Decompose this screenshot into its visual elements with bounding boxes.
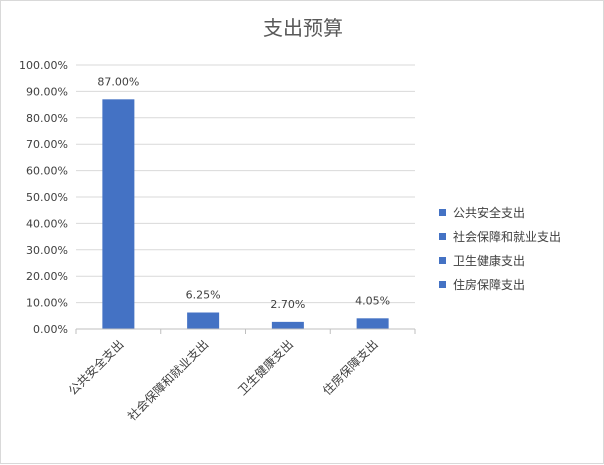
y-tick-label: 40.00% [26, 217, 68, 230]
data-labels: 87.00% 6.25% 2.70% 4.05% [97, 75, 390, 311]
legend-swatch [439, 257, 446, 264]
chart-title: 支出预算 [263, 16, 343, 40]
y-tick-label: 30.00% [26, 244, 68, 257]
y-tick-label: 70.00% [26, 138, 68, 151]
bar [102, 99, 135, 329]
data-label: 4.05% [355, 294, 390, 307]
y-tick-label: 90.00% [26, 85, 68, 98]
y-tick-label: 50.00% [26, 191, 68, 204]
y-tick-label: 10.00% [26, 297, 68, 310]
y-tick-label: 20.00% [26, 270, 68, 283]
x-category-label: 公共安全支出 [65, 337, 127, 399]
legend-entry: 住房保障支出 [453, 277, 525, 292]
legend-swatch [439, 209, 446, 216]
bar [356, 318, 389, 329]
legend-entry: 卫生健康支出 [453, 253, 525, 268]
legend-entry: 公共安全支出 [453, 205, 525, 220]
y-tick-label: 100.00% [19, 59, 68, 72]
bar [271, 321, 304, 329]
legend-swatch [439, 281, 446, 288]
bar [187, 312, 220, 329]
x-category-label: 住房保障支出 [319, 337, 381, 399]
data-label: 87.00% [97, 75, 139, 88]
legend-swatch [439, 233, 446, 240]
legend-entry: 社会保障和就业支出 [453, 229, 561, 244]
y-axis: 0.00% 10.00% 20.00% 30.00% 40.00% 50.00% 60.00… [19, 59, 68, 336]
y-tick-label: 0.00% [33, 323, 68, 336]
x-category-label: 卫生健康支出 [234, 337, 296, 399]
x-category-label: 社会保障和就业支出 [124, 337, 211, 424]
data-label: 2.70% [270, 298, 305, 311]
y-tick-label: 80.00% [26, 112, 68, 125]
data-label: 6.25% [186, 289, 221, 302]
y-tick-label: 60.00% [26, 165, 68, 178]
bars [102, 99, 389, 329]
